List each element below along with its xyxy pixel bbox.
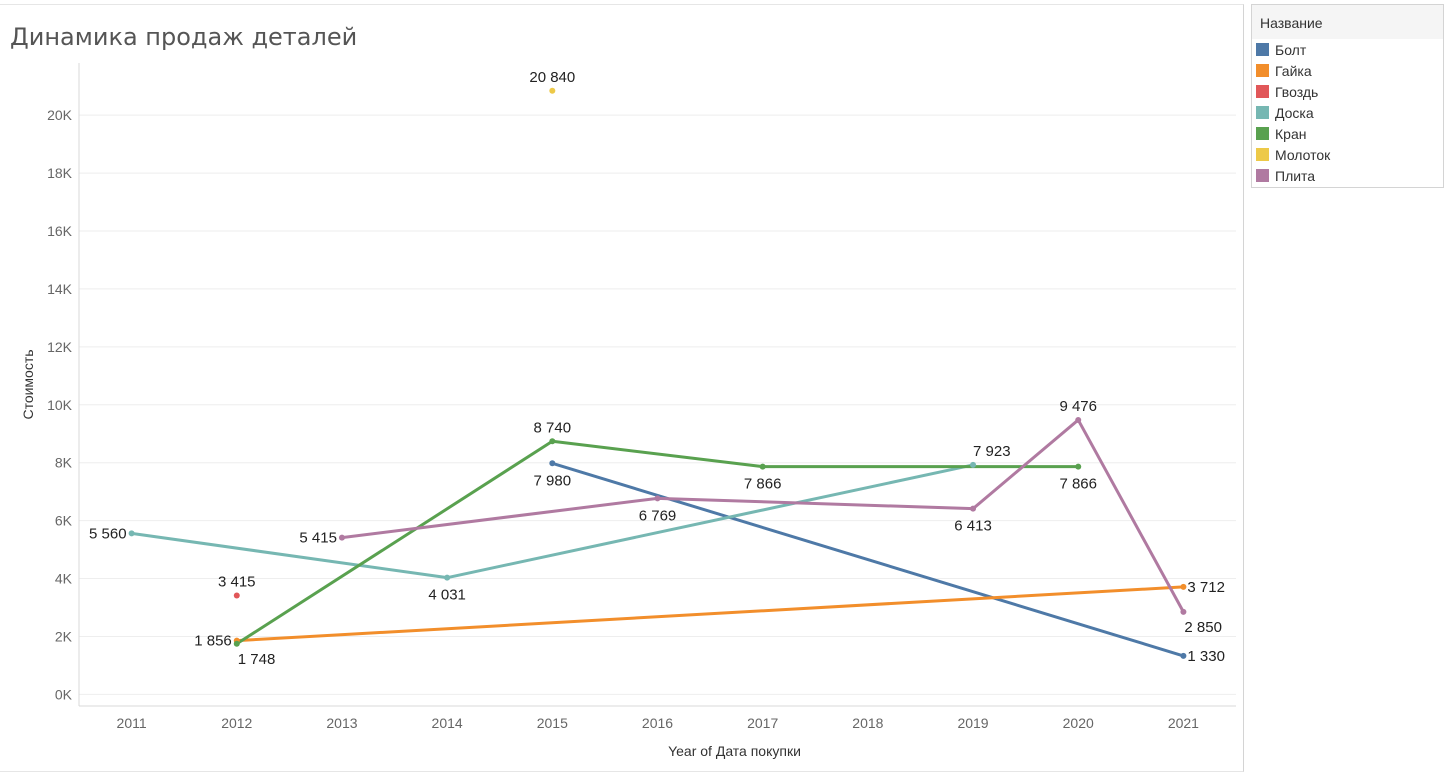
series-line [341, 418, 1185, 613]
data-label: 7 923 [973, 443, 1011, 460]
x-tick-label: 2012 [221, 715, 252, 731]
data-label: 9 476 [1059, 398, 1097, 415]
data-point [654, 495, 661, 502]
y-tick-label: 14K [47, 281, 73, 297]
legend-swatch [1256, 64, 1269, 77]
x-tick-label: 2011 [117, 715, 147, 731]
data-point [1075, 463, 1082, 470]
y-tick-label: 10K [47, 397, 73, 413]
data-label: 1 330 [1187, 648, 1225, 665]
legend-title: Название [1252, 5, 1443, 39]
y-tick-label: 0K [55, 686, 73, 702]
y-tick-label: 4K [55, 571, 73, 587]
legend-swatch [1256, 43, 1269, 56]
data-label: 8 740 [534, 419, 572, 436]
data-label: 6 413 [954, 518, 992, 535]
legend-swatch [1256, 169, 1269, 182]
data-point [233, 640, 240, 647]
x-tick-label: 2016 [642, 715, 673, 731]
legend-label: Плита [1275, 167, 1316, 184]
data-label: 7 866 [744, 476, 782, 493]
data-label: 3 415 [218, 574, 256, 591]
data-label: 7 866 [1059, 476, 1097, 493]
legend-label: Болт [1275, 41, 1307, 58]
data-point [549, 438, 556, 445]
data-point [1075, 416, 1082, 423]
y-tick-label: 18K [47, 165, 73, 181]
data-point [128, 530, 135, 537]
legend-label: Доска [1275, 104, 1314, 121]
x-tick-label: 2015 [537, 715, 568, 731]
data-label: 1 856 [194, 633, 232, 650]
x-tick-label: 2014 [432, 715, 463, 731]
line-chart: 0K 2K 4K 6K 8K 10K 12K 14K 16K 18K 20K 2011 2012 2013… [20, 63, 1236, 759]
legend-swatch [1256, 106, 1269, 119]
y-tick-label: 12K [47, 339, 73, 355]
data-point [549, 87, 556, 94]
chart-title: Динамика продаж деталей [10, 23, 358, 51]
data-point [549, 460, 556, 467]
data-point [444, 574, 451, 581]
legend-item[interactable]: Гайка [1252, 60, 1443, 81]
data-label: 2 850 [1184, 619, 1222, 636]
data-label: 1 748 [238, 651, 276, 668]
legend-item[interactable]: Кран [1252, 123, 1443, 144]
x-tick-label: 2020 [1063, 715, 1094, 731]
data-point [1180, 608, 1187, 615]
data-label: 7 980 [534, 472, 572, 489]
x-tick-label: 2013 [326, 715, 357, 731]
data-label: 4 031 [428, 587, 466, 604]
legend-item[interactable]: Доска [1252, 102, 1443, 123]
x-tick-label: 2019 [957, 715, 988, 731]
legend-label: Молоток [1275, 146, 1331, 163]
legend-label: Гвоздь [1275, 83, 1319, 100]
legend-items: Болт Гайка Гвоздь Доска Кран Молоток Плита [1252, 39, 1443, 186]
y-tick-label: 16K [47, 223, 73, 239]
series-line [236, 585, 1184, 643]
data-label: 6 769 [639, 507, 677, 524]
data-point [338, 534, 345, 541]
x-tick-label: 2021 [1168, 715, 1199, 731]
data-point [1180, 652, 1187, 659]
legend-swatch [1256, 148, 1269, 161]
y-axis-title: Стоимость [20, 349, 36, 419]
legend-item[interactable]: Плита [1252, 165, 1443, 186]
data-point [970, 505, 977, 512]
chart-panel: Динамика продаж деталей 0K 2K 4K 6K 8K 10K 12K… [0, 4, 1244, 772]
series-line [235, 439, 1079, 646]
legend-swatch [1256, 127, 1269, 140]
data-label: 5 415 [299, 530, 337, 547]
data-label: 20 840 [529, 69, 575, 86]
legend-label: Гайка [1275, 62, 1312, 79]
legend-swatch [1256, 85, 1269, 98]
data-label: 5 560 [89, 525, 127, 542]
legend-item[interactable]: Болт [1252, 39, 1443, 60]
data-point [1180, 583, 1187, 590]
legend-item[interactable]: Гвоздь [1252, 81, 1443, 102]
y-tick-label: 8K [55, 455, 73, 471]
data-point [970, 461, 977, 468]
y-tick-label: 20K [47, 107, 73, 123]
x-tick-label: 2017 [747, 715, 778, 731]
legend-item[interactable]: Молоток [1252, 144, 1443, 165]
x-axis-title: Year of Дата покупки [668, 743, 801, 759]
legend-label: Кран [1275, 125, 1307, 142]
legend: Название Болт Гайка Гвоздь Доска Кран Молоток… [1251, 4, 1444, 188]
y-tick-label: 6K [55, 513, 73, 529]
data-point [233, 592, 240, 599]
data-point [759, 463, 766, 470]
data-label: 3 712 [1187, 579, 1225, 596]
x-tick-label: 2018 [852, 715, 883, 731]
y-tick-label: 2K [55, 628, 73, 644]
